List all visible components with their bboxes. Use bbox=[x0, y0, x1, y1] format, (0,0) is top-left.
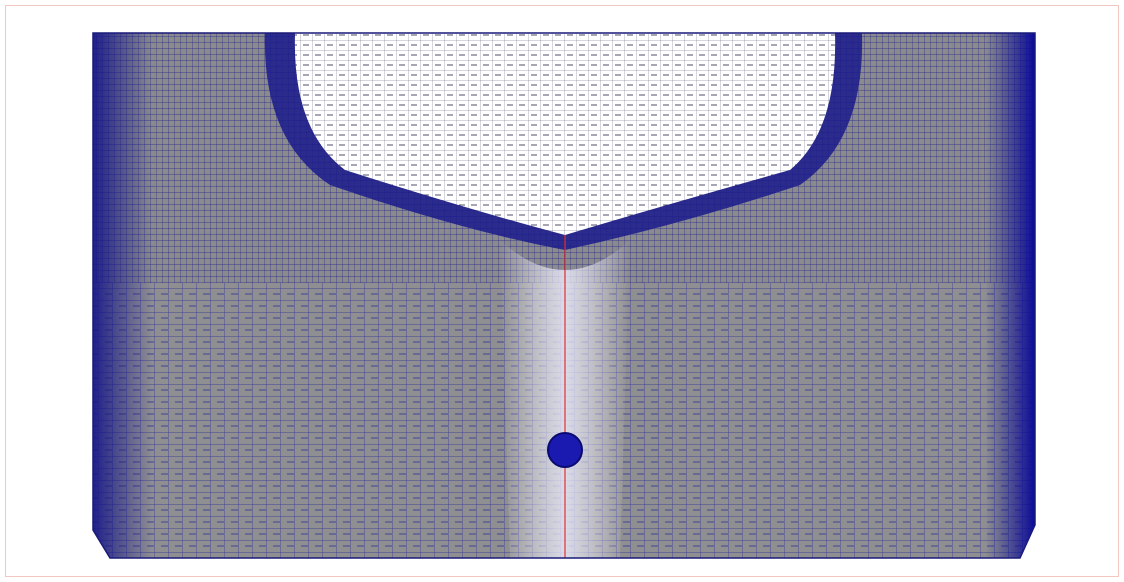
frame bbox=[5, 5, 1119, 577]
hull bbox=[294, 33, 836, 235]
mesh-domain bbox=[93, 33, 1035, 558]
right-edge bbox=[985, 33, 1035, 558]
left-edge bbox=[93, 33, 153, 558]
sphere bbox=[547, 432, 583, 468]
domain-outline bbox=[92, 32, 1036, 559]
